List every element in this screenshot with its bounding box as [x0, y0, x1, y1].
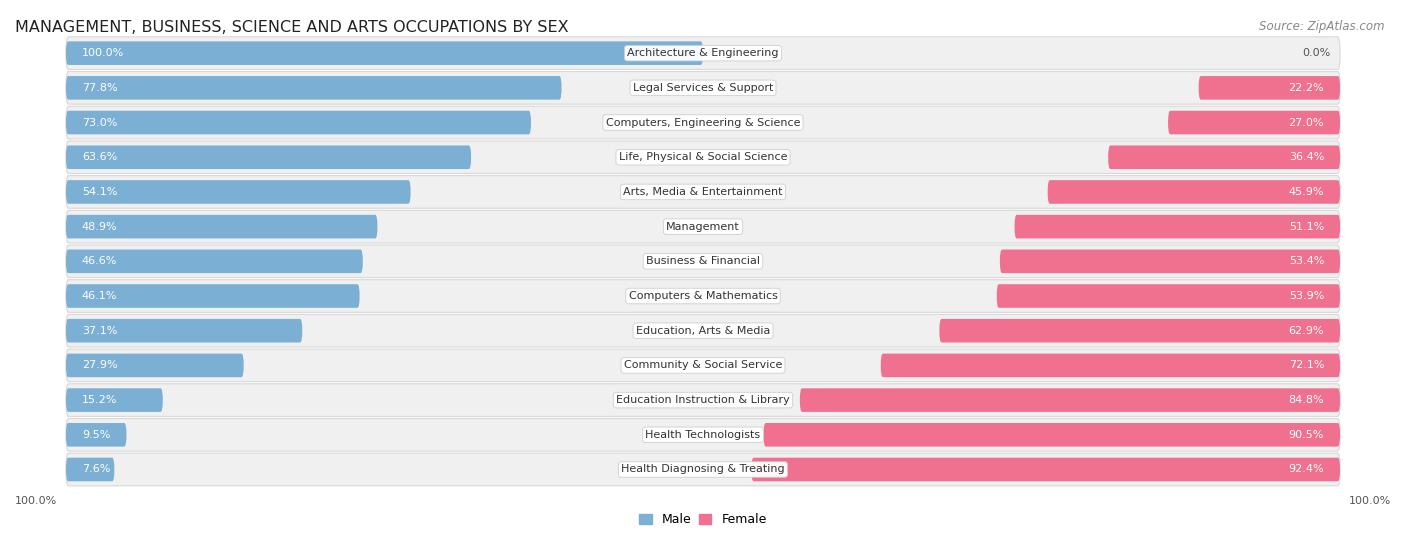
Text: Arts, Media & Entertainment: Arts, Media & Entertainment — [623, 187, 783, 197]
FancyBboxPatch shape — [66, 389, 163, 412]
Text: 100.0%: 100.0% — [1348, 496, 1391, 506]
Text: 84.8%: 84.8% — [1288, 395, 1324, 405]
Text: Health Technologists: Health Technologists — [645, 430, 761, 440]
Text: 7.6%: 7.6% — [82, 465, 110, 475]
Text: MANAGEMENT, BUSINESS, SCIENCE AND ARTS OCCUPATIONS BY SEX: MANAGEMENT, BUSINESS, SCIENCE AND ARTS O… — [15, 20, 568, 35]
FancyBboxPatch shape — [66, 349, 1340, 382]
FancyBboxPatch shape — [800, 389, 1340, 412]
Text: 0.0%: 0.0% — [1302, 48, 1330, 58]
Text: 27.9%: 27.9% — [82, 361, 118, 371]
Text: Management: Management — [666, 221, 740, 231]
FancyBboxPatch shape — [66, 249, 363, 273]
Text: 92.4%: 92.4% — [1288, 465, 1324, 475]
FancyBboxPatch shape — [1015, 215, 1340, 239]
Text: 77.8%: 77.8% — [82, 83, 118, 93]
FancyBboxPatch shape — [66, 41, 703, 65]
Text: 51.1%: 51.1% — [1289, 221, 1324, 231]
Text: Life, Physical & Social Science: Life, Physical & Social Science — [619, 152, 787, 162]
Text: Education Instruction & Library: Education Instruction & Library — [616, 395, 790, 405]
Text: 62.9%: 62.9% — [1289, 326, 1324, 336]
FancyBboxPatch shape — [66, 106, 1340, 139]
FancyBboxPatch shape — [997, 284, 1340, 308]
Text: 72.1%: 72.1% — [1289, 361, 1324, 371]
Text: Architecture & Engineering: Architecture & Engineering — [627, 48, 779, 58]
FancyBboxPatch shape — [66, 145, 471, 169]
FancyBboxPatch shape — [66, 37, 1340, 69]
FancyBboxPatch shape — [939, 319, 1340, 343]
FancyBboxPatch shape — [1198, 76, 1340, 100]
Text: 90.5%: 90.5% — [1289, 430, 1324, 440]
Text: Business & Financial: Business & Financial — [645, 257, 761, 266]
FancyBboxPatch shape — [66, 141, 1340, 173]
FancyBboxPatch shape — [66, 453, 1340, 486]
FancyBboxPatch shape — [66, 419, 1340, 451]
Text: 48.9%: 48.9% — [82, 221, 118, 231]
Text: 36.4%: 36.4% — [1289, 152, 1324, 162]
FancyBboxPatch shape — [66, 76, 561, 100]
Text: Community & Social Service: Community & Social Service — [624, 361, 782, 371]
Text: 73.0%: 73.0% — [82, 117, 117, 127]
FancyBboxPatch shape — [66, 354, 243, 377]
FancyBboxPatch shape — [66, 215, 377, 239]
FancyBboxPatch shape — [66, 280, 1340, 312]
FancyBboxPatch shape — [66, 384, 1340, 416]
Legend: Male, Female: Male, Female — [634, 508, 772, 531]
FancyBboxPatch shape — [1000, 249, 1340, 273]
Text: 9.5%: 9.5% — [82, 430, 110, 440]
Text: 46.6%: 46.6% — [82, 257, 117, 266]
Text: 46.1%: 46.1% — [82, 291, 117, 301]
Text: 22.2%: 22.2% — [1288, 83, 1324, 93]
Text: Education, Arts & Media: Education, Arts & Media — [636, 326, 770, 336]
FancyBboxPatch shape — [751, 458, 1340, 481]
FancyBboxPatch shape — [66, 72, 1340, 104]
FancyBboxPatch shape — [763, 423, 1340, 447]
FancyBboxPatch shape — [66, 319, 302, 343]
Text: 27.0%: 27.0% — [1289, 117, 1324, 127]
FancyBboxPatch shape — [66, 458, 114, 481]
FancyBboxPatch shape — [1108, 145, 1340, 169]
FancyBboxPatch shape — [1047, 180, 1340, 203]
Text: 54.1%: 54.1% — [82, 187, 117, 197]
Text: 53.4%: 53.4% — [1289, 257, 1324, 266]
Text: Computers, Engineering & Science: Computers, Engineering & Science — [606, 117, 800, 127]
Text: Health Diagnosing & Treating: Health Diagnosing & Treating — [621, 465, 785, 475]
FancyBboxPatch shape — [66, 210, 1340, 243]
FancyBboxPatch shape — [66, 314, 1340, 347]
Text: 100.0%: 100.0% — [15, 496, 58, 506]
FancyBboxPatch shape — [66, 423, 127, 447]
Text: 37.1%: 37.1% — [82, 326, 117, 336]
FancyBboxPatch shape — [66, 111, 531, 134]
Text: Source: ZipAtlas.com: Source: ZipAtlas.com — [1260, 20, 1385, 32]
Text: 45.9%: 45.9% — [1289, 187, 1324, 197]
FancyBboxPatch shape — [880, 354, 1340, 377]
FancyBboxPatch shape — [66, 284, 360, 308]
Text: Computers & Mathematics: Computers & Mathematics — [628, 291, 778, 301]
FancyBboxPatch shape — [66, 245, 1340, 278]
FancyBboxPatch shape — [1168, 111, 1340, 134]
FancyBboxPatch shape — [66, 176, 1340, 209]
Text: 63.6%: 63.6% — [82, 152, 117, 162]
Text: 53.9%: 53.9% — [1289, 291, 1324, 301]
FancyBboxPatch shape — [66, 180, 411, 203]
Text: 15.2%: 15.2% — [82, 395, 117, 405]
Text: Legal Services & Support: Legal Services & Support — [633, 83, 773, 93]
Text: 100.0%: 100.0% — [82, 48, 124, 58]
